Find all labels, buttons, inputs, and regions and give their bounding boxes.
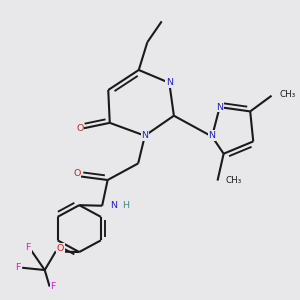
Text: N: N (216, 103, 223, 112)
Text: N: N (110, 201, 117, 210)
Text: F: F (15, 263, 20, 272)
Text: F: F (51, 282, 56, 291)
Text: N: N (166, 78, 173, 87)
Text: CH₃: CH₃ (225, 176, 242, 185)
Text: O: O (73, 169, 80, 178)
Text: H: H (122, 201, 129, 210)
Text: CH₃: CH₃ (279, 90, 296, 99)
Text: N: N (141, 131, 148, 140)
Text: O: O (57, 244, 64, 253)
Text: F: F (26, 243, 31, 252)
Text: N: N (208, 131, 215, 140)
Text: O: O (76, 124, 83, 133)
